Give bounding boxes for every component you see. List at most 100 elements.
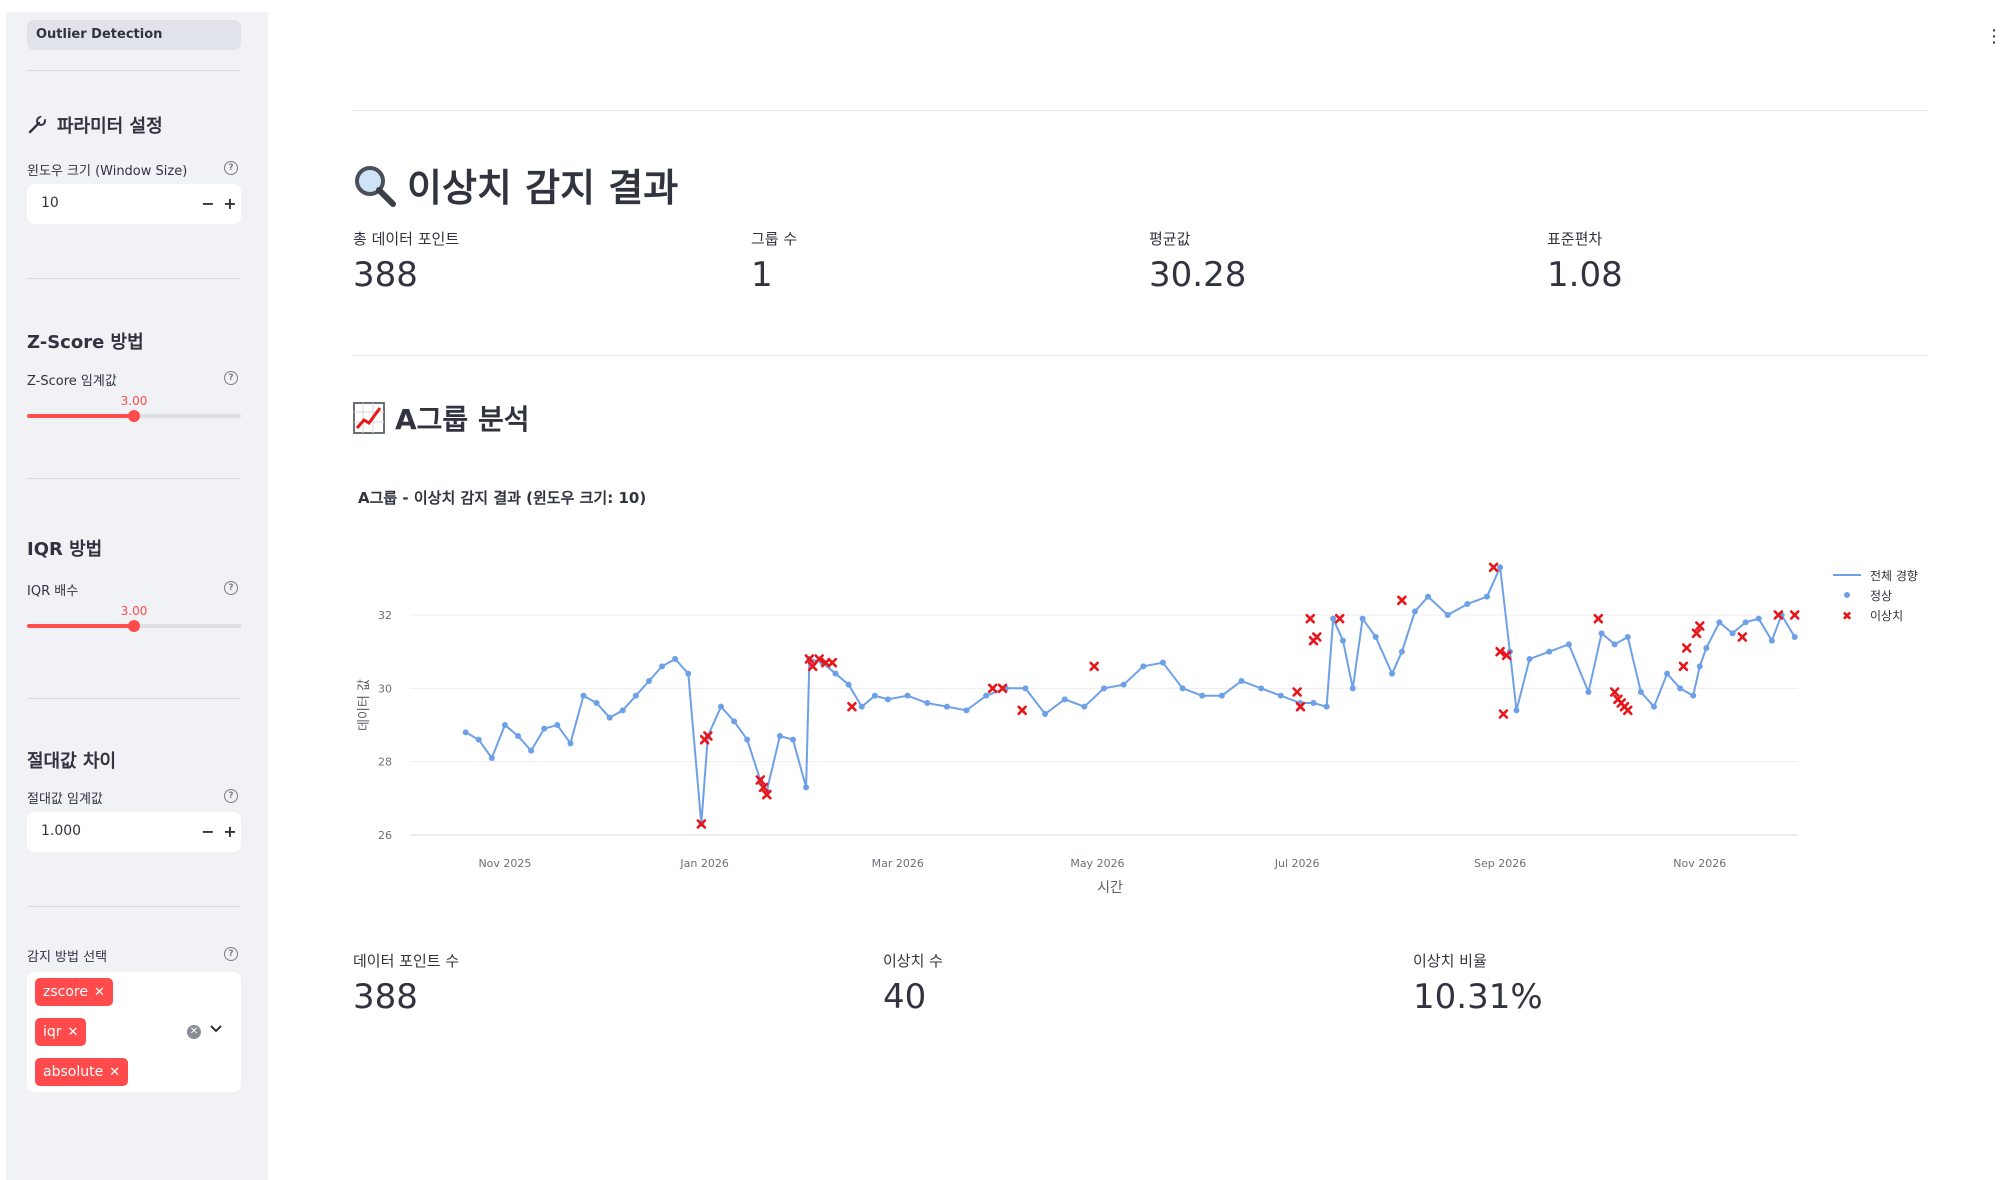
params-heading: 파라미터 설정 bbox=[27, 112, 163, 140]
normal-point bbox=[1690, 692, 1697, 699]
normal-point bbox=[1484, 593, 1491, 600]
chart-svg[interactable]: A그룹 - 이상치 감지 결과 (윈도우 크기: 10) 26 28 30 32 No… bbox=[340, 480, 1940, 900]
zscore-threshold-slider[interactable]: 3.00 bbox=[27, 394, 241, 426]
outlier-x bbox=[804, 654, 815, 664]
window-size-input[interactable]: 10 − + bbox=[27, 184, 241, 224]
decrement-button[interactable]: − bbox=[201, 822, 215, 841]
help-icon[interactable]: ? bbox=[224, 947, 238, 961]
outlier-x bbox=[820, 657, 831, 668]
decrement-button[interactable]: − bbox=[201, 194, 215, 213]
metric-label: 총 데이터 포인트 bbox=[353, 230, 460, 248]
normal-point bbox=[1598, 630, 1605, 637]
outlier-marker bbox=[1334, 613, 1345, 624]
slider-thumb[interactable] bbox=[128, 410, 140, 422]
method-tag-absolute[interactable]: absolute ✕ bbox=[35, 1058, 129, 1086]
outlier-x bbox=[827, 657, 838, 668]
increment-button[interactable]: + bbox=[223, 822, 237, 841]
metric-value: 1.08 bbox=[1547, 255, 1623, 295]
outlier-chart[interactable]: A그룹 - 이상치 감지 결과 (윈도우 크기: 10) 26 28 30 32 No… bbox=[340, 480, 1940, 900]
zscore-heading: Z-Score 방법 bbox=[27, 332, 144, 353]
outlier-marker bbox=[758, 782, 769, 793]
outlier-x bbox=[1593, 613, 1604, 624]
normal-point bbox=[943, 703, 950, 710]
normal-point bbox=[1664, 670, 1671, 677]
normal-point bbox=[1611, 641, 1618, 648]
metric-label: 이상치 수 bbox=[883, 952, 943, 970]
help-icon[interactable]: ? bbox=[224, 789, 238, 803]
metric-outlier-ratio: 이상치 비율 10.31% bbox=[1413, 950, 1543, 1017]
nav-item-outlier-detection[interactable]: Outlier Detection bbox=[27, 20, 241, 50]
outlier-x bbox=[1089, 661, 1099, 672]
metric-outlier-count: 이상치 수 40 bbox=[883, 950, 943, 1017]
normal-point bbox=[790, 736, 797, 743]
normal-point bbox=[1513, 707, 1520, 714]
abs-threshold-label: 절대값 임계값 bbox=[27, 792, 103, 807]
outlier-marker bbox=[1017, 705, 1027, 716]
metric-mean: 평균값 30.28 bbox=[1149, 228, 1246, 295]
clear-all-icon[interactable]: ✕ bbox=[187, 1025, 201, 1039]
outlier-x bbox=[1501, 650, 1512, 661]
outlier-x bbox=[1292, 687, 1302, 697]
page-title: 이상치 감지 결과 bbox=[353, 157, 678, 217]
x-tick-label: May 2026 bbox=[1070, 857, 1124, 870]
abs-threshold-input[interactable]: 1.000 − + bbox=[27, 812, 241, 852]
normal-point bbox=[1696, 663, 1703, 670]
slider-thumb[interactable] bbox=[128, 620, 140, 632]
outlier-marker bbox=[1681, 643, 1692, 653]
sidebar-divider bbox=[27, 70, 241, 71]
method-tag-zscore[interactable]: zscore ✕ bbox=[35, 978, 113, 1006]
outlier-marker bbox=[703, 731, 713, 741]
abs-threshold-value[interactable]: 1.000 bbox=[41, 823, 82, 839]
help-icon[interactable]: ? bbox=[224, 161, 238, 175]
increment-button[interactable]: + bbox=[223, 194, 237, 213]
outlier-marker bbox=[762, 789, 772, 800]
normal-point bbox=[619, 707, 626, 714]
legend-item-outlier[interactable]: 이상치 bbox=[1870, 609, 1903, 623]
normal-point bbox=[1022, 685, 1029, 692]
normal-point bbox=[501, 722, 508, 728]
normal-point bbox=[744, 736, 751, 743]
normal-point bbox=[1585, 689, 1592, 695]
normal-point bbox=[1464, 601, 1471, 607]
outlier-x bbox=[1295, 701, 1306, 712]
sidebar-divider bbox=[27, 906, 241, 907]
outlier-x bbox=[1789, 610, 1800, 620]
normal-point bbox=[983, 692, 990, 699]
outlier-x bbox=[1498, 709, 1509, 719]
legend-item-normal[interactable]: 정상 bbox=[1870, 589, 1892, 603]
chart-grid bbox=[410, 614, 1798, 836]
method-tag-iqr[interactable]: iqr ✕ bbox=[35, 1018, 87, 1046]
remove-tag-icon[interactable]: ✕ bbox=[93, 985, 105, 1000]
sidebar-divider bbox=[27, 278, 241, 279]
metric-value: 40 bbox=[883, 977, 927, 1017]
legend-item-trend[interactable]: 전체 경향 bbox=[1870, 569, 1918, 583]
abs-diff-heading: 절대값 차이 bbox=[27, 751, 117, 772]
window-size-value[interactable]: 10 bbox=[41, 195, 59, 211]
normal-point bbox=[515, 733, 522, 739]
sidebar: Outlier Detection 파라미터 설정 윈도우 크기 (Window… bbox=[6, 12, 268, 1180]
remove-tag-icon[interactable]: ✕ bbox=[109, 1065, 121, 1080]
metric-total-points: 총 데이터 포인트 388 bbox=[353, 228, 459, 295]
outlier-marker bbox=[820, 657, 831, 668]
help-icon[interactable]: ? bbox=[224, 371, 238, 385]
x-tick-label: Nov 2026 bbox=[1673, 857, 1726, 870]
outlier-x bbox=[1609, 687, 1620, 697]
group-section-title: A그룹 분석 bbox=[353, 398, 529, 441]
y-tick-label: 30 bbox=[378, 682, 392, 695]
normal-point bbox=[462, 729, 469, 736]
chevron-down-icon[interactable] bbox=[209, 1021, 223, 1039]
normal-point bbox=[1742, 619, 1749, 626]
normal-point bbox=[1349, 685, 1356, 692]
iqr-multiplier-slider[interactable]: 3.00 bbox=[27, 604, 241, 636]
methods-multiselect[interactable]: zscore ✕ iqr ✕ absolute ✕ ✕ bbox=[27, 972, 241, 1092]
magnifier-icon bbox=[353, 164, 397, 217]
help-icon[interactable]: ? bbox=[224, 581, 238, 595]
x-axis-ticks: Nov 2025 Jan 2026 Mar 2026 May 2026 Jul 2026… bbox=[478, 857, 1726, 870]
normal-point bbox=[645, 678, 652, 684]
metric-label: 이상치 비율 bbox=[1413, 952, 1487, 970]
main-menu-icon[interactable]: ⋮ bbox=[1985, 26, 2000, 47]
chart-legend[interactable]: 전체 경향 정상 ✖ 이상치 bbox=[1833, 569, 1918, 623]
remove-tag-icon[interactable]: ✕ bbox=[67, 1025, 79, 1040]
page-title-text: 이상치 감지 결과 bbox=[407, 166, 679, 210]
normal-point bbox=[871, 692, 878, 699]
